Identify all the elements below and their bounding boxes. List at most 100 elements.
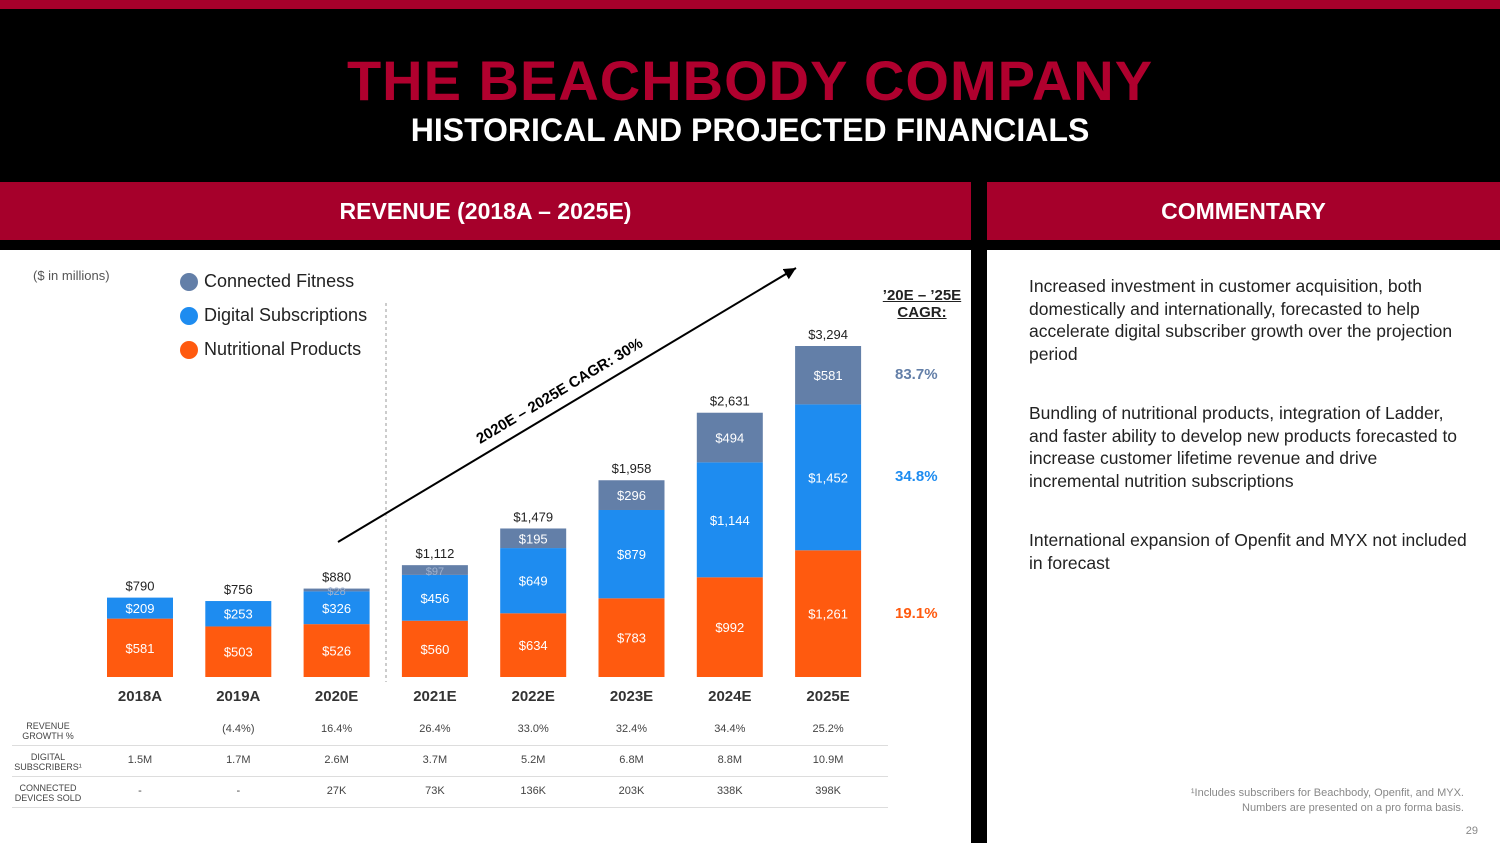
legend-nutritional-products: Nutritional Products xyxy=(180,339,361,360)
metrics-cell: 136K xyxy=(520,785,547,797)
metrics-cell: 3.7M xyxy=(422,754,448,766)
legend-swatch-connected-fitness xyxy=(180,272,198,291)
x-axis-tick-label: 2021E xyxy=(413,688,457,705)
bar-value-label: $195 xyxy=(519,531,548,546)
legend-connected-fitness: Connected Fitness xyxy=(180,271,354,292)
metrics-cell: 2.6M xyxy=(324,754,349,766)
bar-segment-nutrition xyxy=(107,618,173,677)
metrics-cell: 5.2M xyxy=(520,754,546,766)
cagr-heading: ’20E – ’25E CAGR: xyxy=(872,287,972,321)
metrics-cell: 6.8M xyxy=(619,754,644,766)
metrics-cell: 33.0% xyxy=(517,723,549,735)
bar-value-label: $28 xyxy=(327,586,345,598)
legend-swatch-digital xyxy=(180,306,198,325)
bar-segment-nutrition xyxy=(205,626,272,677)
bar-value-label: $209 xyxy=(126,601,155,616)
metrics-cell: 27K xyxy=(326,785,347,797)
metrics-cell: 8.8M xyxy=(717,754,743,766)
bar-value-label: $1,261 xyxy=(808,607,848,622)
metrics-cell: 25.2% xyxy=(812,723,844,735)
bar-total-label: $880 xyxy=(322,570,351,585)
bar-value-label: $581 xyxy=(126,641,155,656)
cagr-nutrition: 19.1% xyxy=(895,605,938,622)
metrics-cell: 1.5M xyxy=(127,754,153,766)
units-note: ($ in millions) xyxy=(33,268,110,283)
bar-segment-digital xyxy=(303,591,370,625)
metrics-row: DIGITAL SUBSCRIBERS¹ 1.5M 1.7M 2.6M 3.7M 5.2M 6… xyxy=(12,746,888,777)
metrics-row: CONNECTED DEVICES SOLD - - 27K 73K 136K 203K 338… xyxy=(12,777,888,808)
legend-label-digital: Digital Subscriptions xyxy=(204,305,368,325)
bar-segment-connected-fitness xyxy=(500,528,567,549)
bar-segment-digital xyxy=(401,574,468,621)
bar-segment-digital xyxy=(500,548,567,614)
metrics-row-label-line: DEVICES SOLD xyxy=(14,793,82,803)
x-axis-tick-label: 2022E xyxy=(511,688,555,705)
commentary-item: International expansion of Openfit and M… xyxy=(1029,530,1467,573)
metrics-row-label-line: CONNECTED xyxy=(19,783,77,793)
bar-total-label: $1,112 xyxy=(416,546,455,561)
legend-label-connected-fitness: Connected Fitness xyxy=(204,271,355,291)
x-axis-tick-label: 2025E xyxy=(806,688,850,705)
bar-total-label: $2,631 xyxy=(710,394,750,409)
x-axis-tick-label: 2024E xyxy=(708,688,752,705)
bar-segment-connected-fitness xyxy=(303,588,370,592)
footnote-line: ¹Includes subscribers for Beachbody, Ope… xyxy=(1190,787,1464,799)
bar-segment-nutrition xyxy=(401,620,468,677)
bar-segment-connected-fitness xyxy=(795,346,862,405)
bar-value-label: $456 xyxy=(420,591,449,606)
metrics-cell: 34.4% xyxy=(714,723,746,735)
bar-value-label: $634 xyxy=(519,638,548,653)
bar-segment-nutrition xyxy=(500,613,567,677)
bar-value-label: $503 xyxy=(224,645,253,660)
metrics-cell: 32.4% xyxy=(615,723,648,735)
bar-total-label: $1,479 xyxy=(513,509,553,524)
legend-label-nutrition: Nutritional Products xyxy=(204,339,362,359)
footnote-line: Numbers are presented on a pro forma bas… xyxy=(1242,802,1464,814)
bar-value-label: $526 xyxy=(322,644,351,659)
bar-value-label: $494 xyxy=(715,431,744,446)
revenue-section-header: REVENUE (2018A – 2025E) xyxy=(0,182,971,240)
bar-value-label: $296 xyxy=(617,488,646,503)
bar-value-label: $560 xyxy=(420,642,449,657)
metrics-row-label-line: REVENUE xyxy=(26,721,70,731)
commentary-section-header: COMMENTARY xyxy=(987,182,1500,240)
bar-segment-nutrition xyxy=(795,550,862,677)
page-subtitle: HISTORICAL AND PROJECTED FINANCIALS xyxy=(410,112,1090,148)
bar-value-label: $992 xyxy=(715,620,744,635)
bar-segment-connected-fitness xyxy=(598,480,665,510)
metrics-row-label-line: SUBSCRIBERS¹ xyxy=(14,762,82,772)
bar-value-label: $253 xyxy=(224,607,253,622)
bar-value-label: $649 xyxy=(519,574,548,589)
bar-segment-connected-fitness xyxy=(696,412,763,463)
trend-arrow xyxy=(337,267,797,543)
metrics-cell: 398K xyxy=(815,785,841,797)
metrics-row-label: CONNECTED DEVICES SOLD xyxy=(12,783,84,803)
bar-segment-nutrition xyxy=(303,624,370,677)
metrics-cell: (4.4%) xyxy=(222,723,255,735)
metrics-cell: 26.4% xyxy=(419,723,451,735)
x-axis-tick-label: 2018A xyxy=(117,688,163,705)
metrics-row-label: REVENUE GROWTH % xyxy=(12,721,84,741)
page-title: THE BEACHBODY COMPANY xyxy=(346,49,1154,112)
bar-segment-digital xyxy=(598,509,665,599)
bar-segment-digital xyxy=(795,404,862,551)
x-axis-tick-label: 2019A xyxy=(216,688,261,705)
bar-value-label: $783 xyxy=(617,631,646,646)
bar-value-label: $1,452 xyxy=(808,470,848,485)
commentary-panel xyxy=(987,250,1500,843)
cagr-connected-fitness: 83.7% xyxy=(895,366,938,383)
bar-segment-nutrition xyxy=(598,598,665,677)
bar-value-label: $581 xyxy=(814,368,843,383)
metrics-cell: 10.9M xyxy=(812,754,844,766)
bar-value-label: $1,144 xyxy=(710,513,750,528)
bar-segment-digital xyxy=(696,462,763,578)
metrics-row: REVENUE GROWTH % (4.4%) 16.4% 26.4% 33.0% 32.4… xyxy=(12,715,888,746)
metrics-row-label-line: DIGITAL xyxy=(30,752,66,762)
cagr-heading-line1: ’20E – ’25E xyxy=(882,287,962,304)
bar-segment-digital xyxy=(205,601,272,627)
commentary-item: Bundling of nutritional products, integr… xyxy=(1029,403,1458,491)
footnote: ¹Includes subscribers for Beachbody, Ope… xyxy=(1044,786,1464,816)
bar-segment-nutrition xyxy=(696,577,763,677)
commentary-item: Increased investment in customer acquisi… xyxy=(1029,276,1453,364)
metrics-cell: 1.7M xyxy=(226,754,251,766)
